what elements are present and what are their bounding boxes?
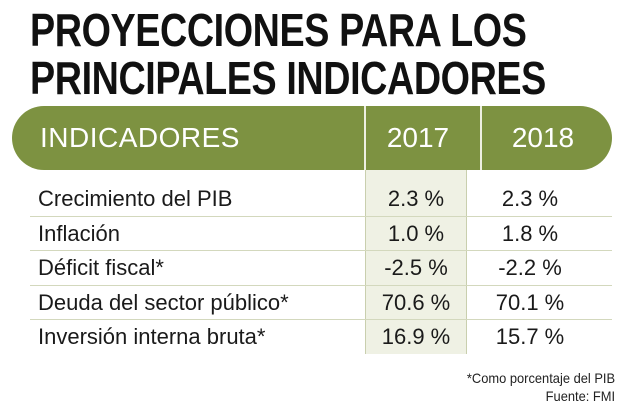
column-divider	[466, 170, 467, 354]
cell-2017: 70.6 %	[381, 289, 451, 315]
cell-2017: 1.0 %	[387, 220, 445, 246]
column-highlight-2017	[366, 170, 466, 354]
table-row: Crecimiento del PIB 2.3 % 2.3 %	[0, 182, 627, 216]
cell-2018: 15.7 %	[495, 324, 565, 349]
cell-2018: 70.1 %	[495, 289, 565, 315]
table-row: Deuda del sector público* 70.6 % 70.1 %	[0, 286, 627, 320]
column-header-2017: 2017	[386, 122, 450, 153]
cell-2017: 2.3 %	[387, 186, 445, 211]
title-line-2: PRINCIPALES INDICADORES	[30, 52, 546, 104]
row-label: Inversión interna bruta*	[38, 324, 266, 349]
source-note: Fuente: FMI	[545, 388, 615, 404]
row-label: Deuda del sector público*	[38, 289, 289, 315]
column-divider	[365, 170, 366, 354]
cell-2018: 1.8 %	[501, 220, 559, 246]
table-row: Inversión interna bruta* 16.9 % 15.7 %	[0, 320, 627, 354]
row-divider	[30, 284, 612, 286]
row-label: Déficit fiscal*	[38, 255, 164, 280]
cell-2017: -2.5 %	[384, 255, 448, 280]
table-row: Inflación 1.0 % 1.8 %	[0, 217, 627, 251]
header-separator	[480, 106, 482, 170]
cell-2018: -2.2 %	[498, 255, 562, 280]
row-label: Inflación	[38, 220, 120, 246]
row-divider	[30, 319, 612, 320]
table-header: INDICADORES 2017 2018	[12, 106, 612, 170]
table-body: Crecimiento del PIB 2.3 % 2.3 % Inflación 1.…	[0, 182, 627, 354]
row-divider	[30, 215, 612, 217]
column-header-indicators: INDICADORES	[40, 122, 240, 153]
table-row: Déficit fiscal* -2.5 % -2.2 %	[0, 251, 627, 285]
page-title: PROYECCIONES PARA LOS PRINCIPALES INDICA…	[30, 4, 546, 104]
table-notes: *Como porcentaje del PIB Fuente: FMI	[467, 369, 615, 405]
cell-2017: 16.9 %	[381, 324, 451, 349]
footnote: *Como porcentaje del PIB	[466, 370, 615, 386]
title-line-1: PROYECCIONES PARA LOS	[30, 4, 527, 56]
column-header-2018: 2018	[511, 122, 575, 153]
header-separator	[364, 106, 366, 170]
row-label: Crecimiento del PIB	[38, 186, 233, 211]
row-divider	[30, 250, 612, 251]
cell-2018: 2.3 %	[501, 186, 559, 211]
